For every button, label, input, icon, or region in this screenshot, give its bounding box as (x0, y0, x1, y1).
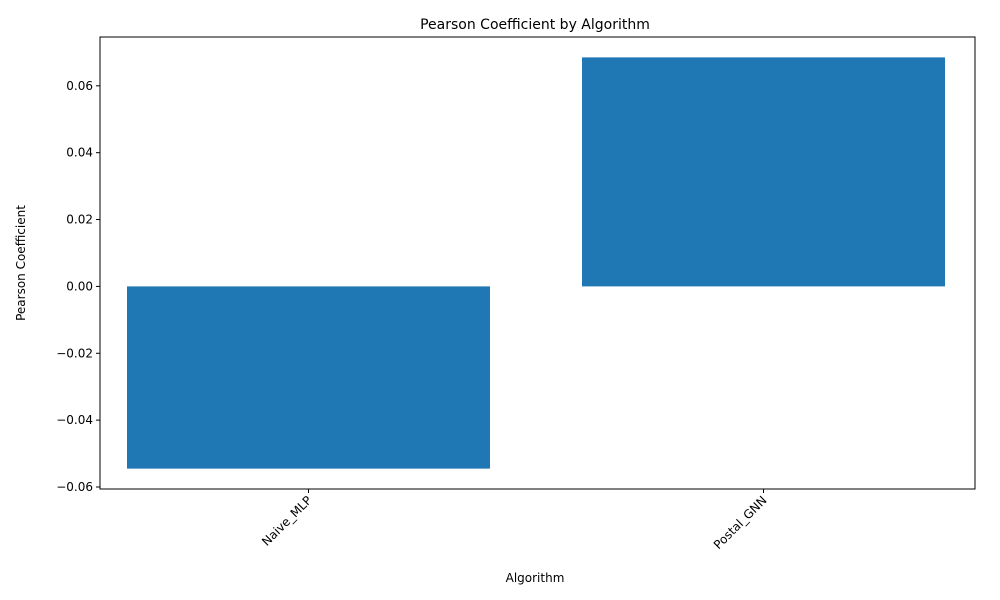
y-axis-title: Pearson Coefficient (14, 205, 28, 321)
x-tick-label: Postal_GNN (711, 493, 770, 552)
x-axis: Naive_MLP Postal_GNN (259, 489, 770, 552)
y-tick-label: 0.02 (66, 213, 93, 227)
bar-postal-gnn (582, 57, 945, 287)
y-tick-label: −0.06 (56, 480, 93, 494)
bars-group (127, 57, 945, 469)
plot-frame (99, 36, 976, 490)
y-tick-label: 0.04 (66, 146, 93, 160)
x-axis-title: Algorithm (506, 571, 565, 585)
x-tick-label: Naive_MLP (259, 493, 314, 548)
y-tick-label: −0.04 (56, 413, 93, 427)
bar-naive-mlp (127, 286, 490, 469)
y-tick-label: 0.00 (66, 279, 93, 293)
y-tick-label: −0.02 (56, 346, 93, 360)
y-tick-label: 0.06 (66, 79, 93, 93)
y-axis: −0.06 −0.04 −0.02 0.00 0.02 0.04 0.06 (56, 79, 100, 494)
chart-title: Pearson Coefficient by Algorithm (420, 17, 650, 33)
